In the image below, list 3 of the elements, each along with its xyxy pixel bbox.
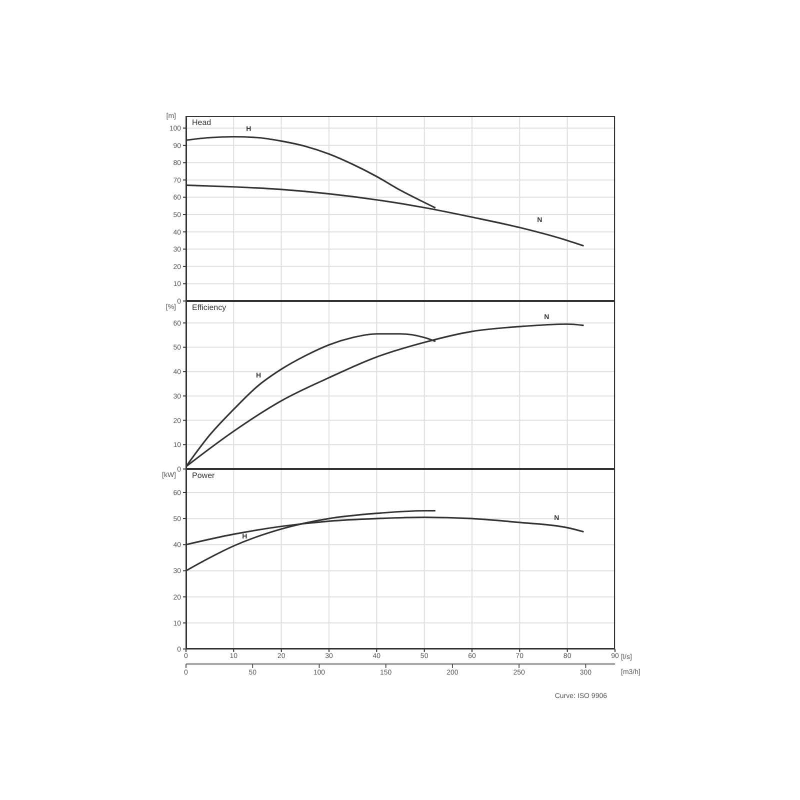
chart-title: Efficiency: [192, 303, 226, 312]
chart-title: Power: [192, 471, 215, 480]
chart-title: Head: [192, 118, 212, 127]
